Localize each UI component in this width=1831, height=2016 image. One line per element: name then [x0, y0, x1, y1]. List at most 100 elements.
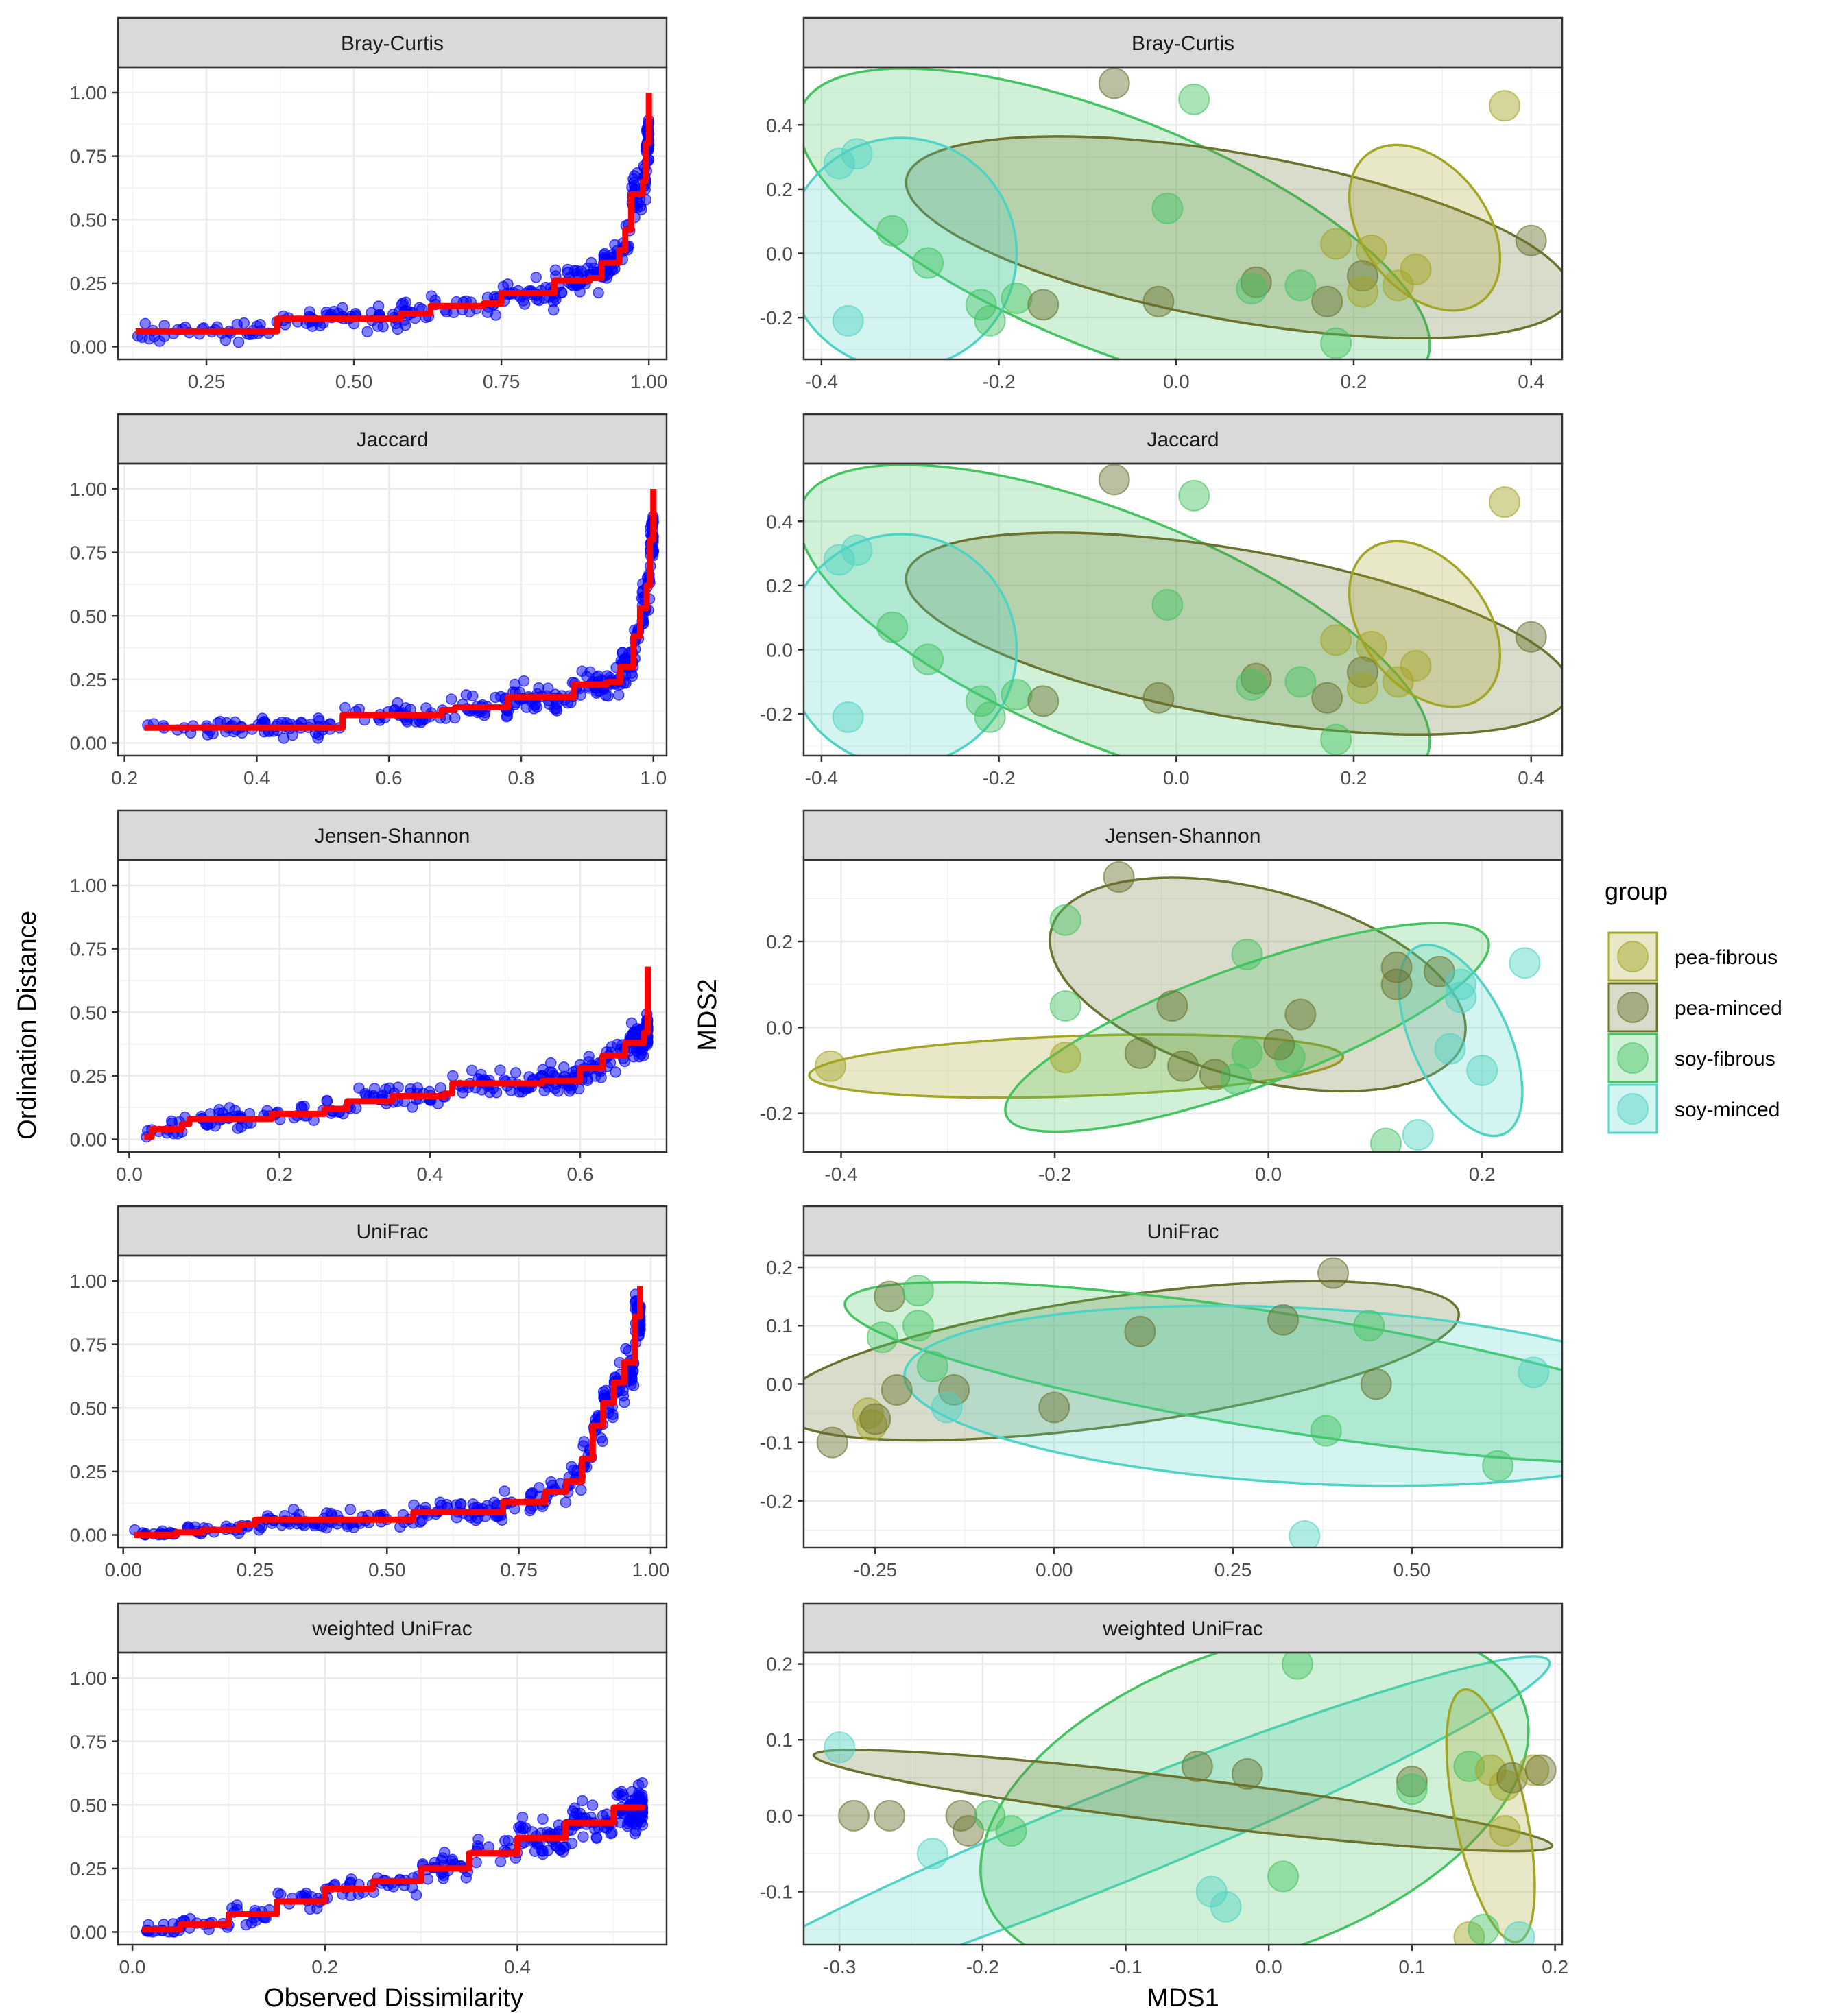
nmds-panel-2: Jensen-Shannon -0.4 -0.2 0.0 0.2 -0.2 0.0 0.2 — [760, 809, 1564, 1185]
point-soy-fibrous — [1284, 666, 1317, 698]
data-point — [626, 181, 638, 193]
axes: 0.2 0.4 0.6 0.8 1.0 0.00 0.25 0.50 0.75 1.00 — [70, 479, 667, 789]
data-point — [551, 705, 563, 717]
point-soy-fibrous — [1231, 938, 1263, 970]
y-tick-label: 0.2 — [766, 179, 793, 200]
legend-key — [1607, 1083, 1658, 1134]
point-pea-minced — [874, 1280, 906, 1312]
x-tick-label: 0.50 — [335, 371, 373, 392]
point-pea-fibrous — [1346, 672, 1378, 704]
grid-minor — [804, 860, 1562, 1152]
sample-points — [823, 464, 1547, 756]
point-pea-minced — [1346, 260, 1378, 292]
point-pea-minced — [1027, 289, 1060, 321]
point-pea-minced — [881, 1373, 913, 1406]
plot-content — [804, 464, 1562, 756]
point-soy-fibrous — [1001, 283, 1033, 315]
data-point — [593, 287, 604, 299]
x-tick-label: -0.4 — [805, 767, 838, 789]
point-soy-fibrous — [1310, 1415, 1342, 1447]
data-point — [586, 1799, 599, 1811]
x-tick-label: 0.2 — [1542, 1956, 1568, 1978]
point-pea-fibrous — [856, 1409, 888, 1441]
point-soy-minced — [1509, 947, 1541, 979]
point-pea-fibrous — [1346, 276, 1378, 308]
point-pea-minced — [1103, 861, 1135, 893]
point-soy-fibrous — [1281, 1653, 1313, 1680]
x-tick-label: 0.25 — [188, 371, 226, 392]
facet-strip — [802, 1205, 1564, 1257]
data-point — [553, 1819, 565, 1831]
data-point — [612, 689, 625, 701]
axes: -0.4 -0.2 0.0 0.2 0.4 -0.2 0.0 0.2 0.4 — [760, 511, 1544, 789]
data-point — [139, 317, 152, 330]
point-soy-fibrous — [1353, 1310, 1385, 1342]
data-point — [610, 1066, 621, 1078]
x-tick-label: 0.8 — [507, 767, 534, 789]
point-soy-fibrous — [974, 701, 1006, 733]
data-point — [558, 1061, 570, 1073]
data-point — [542, 682, 554, 694]
y-tick-label: 0.2 — [766, 575, 793, 597]
axes: -0.4 -0.2 0.0 0.2 0.4 -0.2 0.0 0.2 0.4 — [760, 115, 1544, 392]
facet-title: weighted UniFrac — [1102, 1618, 1262, 1640]
data-point — [304, 1903, 316, 1915]
point-soy-fibrous — [1178, 479, 1210, 512]
data-point — [544, 1057, 557, 1069]
data-point — [551, 1840, 563, 1852]
y-tick-label: 0.2 — [766, 1257, 793, 1278]
facet-title: weighted UniFrac — [311, 1618, 472, 1640]
y-axis-title-right: MDS2 — [693, 979, 722, 1051]
facet-strip — [802, 16, 1564, 69]
data-point — [577, 1831, 589, 1843]
y-axis-title-left: Ordination Distance — [13, 911, 42, 1140]
shepard-panel-1: Jaccard 0.2 0.4 0.6 0.8 1.0 0.00 0.25 0.50 0.75 1.… — [70, 413, 668, 789]
point-pea-fibrous — [1049, 1042, 1081, 1074]
panel-border — [117, 462, 668, 757]
data-point — [344, 1503, 357, 1515]
shepard-panel-4: weighted UniFrac 0.0 0.2 0.4 0.00 0.25 0.50 0.7… — [70, 1602, 668, 1978]
data-point — [505, 1085, 517, 1096]
y-tick-label: 0.00 — [70, 1524, 108, 1546]
data-point — [422, 1873, 434, 1885]
data-point — [435, 1854, 447, 1867]
data-point — [582, 1072, 594, 1085]
sample-points — [823, 67, 1547, 359]
fit-step-line — [135, 93, 652, 335]
legend-label: soy-fibrous — [1675, 1048, 1775, 1070]
point-soy-fibrous — [1220, 1063, 1252, 1095]
data-point — [411, 1082, 424, 1094]
plot-content — [132, 93, 655, 348]
data-point — [235, 1121, 247, 1133]
point-soy-minced — [1518, 1356, 1550, 1389]
x-tick-label: 0.4 — [1518, 371, 1544, 392]
data-point — [490, 691, 501, 704]
ellipse-soy-minced — [804, 136, 1018, 359]
point-pea-fibrous — [1400, 253, 1432, 285]
grid-major — [804, 1256, 1562, 1548]
data-point — [494, 1856, 507, 1868]
data-point — [577, 1440, 589, 1452]
point-pea-fibrous — [1355, 234, 1387, 266]
point-pea-minced — [938, 1373, 970, 1406]
legend-key-point — [1617, 1093, 1649, 1125]
x-tick-label: 0.0 — [116, 1164, 143, 1185]
x-tick-label: -0.4 — [805, 371, 838, 392]
data-point — [499, 1485, 510, 1497]
point-soy-minced — [824, 1731, 856, 1764]
point-soy-minced — [1434, 1033, 1466, 1065]
point-pea-minced — [1124, 1037, 1156, 1069]
point-pea-minced — [816, 1426, 848, 1459]
plot-content — [141, 966, 654, 1143]
data-point — [499, 1835, 511, 1847]
data-point — [490, 309, 502, 321]
legend-key — [1607, 982, 1658, 1033]
y-tick-label: 0.2 — [766, 931, 793, 952]
facet-title: Jensen-Shannon — [315, 825, 470, 848]
data-point — [575, 265, 587, 277]
ellipse-pea-fibrous — [1445, 1688, 1536, 1943]
point-pea-minced — [1142, 285, 1175, 317]
x-tick-label: -0.2 — [982, 767, 1015, 789]
